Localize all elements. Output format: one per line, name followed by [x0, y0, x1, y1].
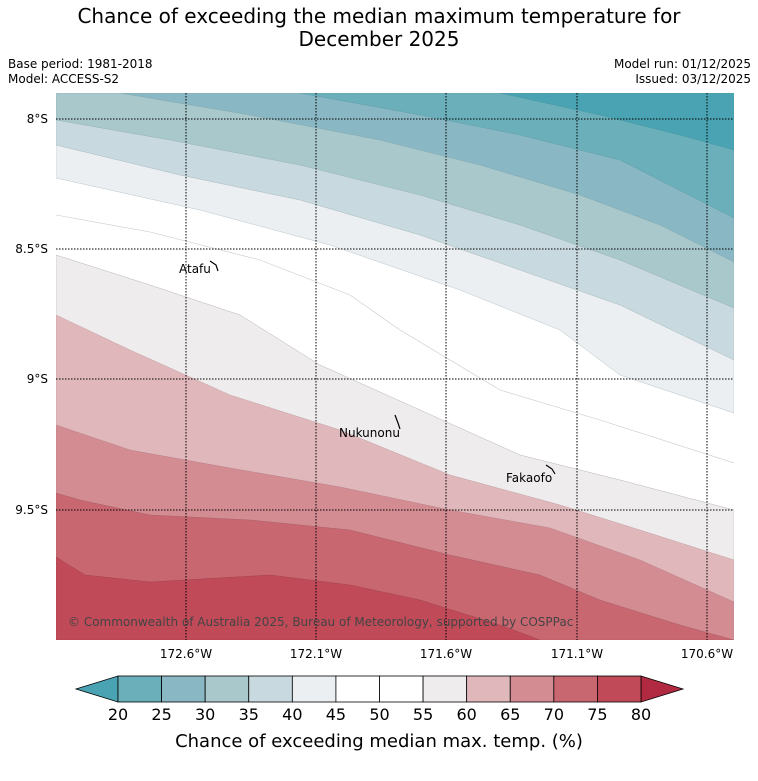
title-line-2: December 2025	[298, 27, 460, 51]
lon-label-172-1: 172.1°W	[290, 647, 342, 661]
colorbar-cell	[553, 675, 598, 703]
base-period: Base period: 1981-2018	[8, 57, 153, 71]
colorbar-tick-label: 55	[413, 705, 433, 724]
colorbar-cell	[509, 675, 555, 703]
lon-label-172-6: 172.6°W	[160, 647, 212, 661]
colorbar-tick-label: 80	[631, 705, 651, 724]
lon-label-171-1: 171.1°W	[551, 647, 603, 661]
colorbar-tick-label: 70	[544, 705, 564, 724]
lat-label-9: 9°S	[27, 372, 48, 386]
lat-label-8: 8°S	[27, 112, 48, 126]
place-nukunonu: Nukunonu	[339, 426, 400, 440]
contour-line-50	[56, 214, 734, 464]
colorbar-cell	[422, 675, 468, 703]
colorbar-tick-label: 25	[151, 705, 171, 724]
map-title: Chance of exceeding the median maximum t…	[0, 5, 758, 51]
colorbar-cell	[466, 675, 511, 703]
copyright-notice: © Commonwealth of Australia 2025, Bureau…	[68, 615, 573, 629]
colorbar-cell	[291, 675, 337, 703]
lon-label-171-6: 171.6°W	[420, 647, 472, 661]
colorbar-cell	[379, 675, 424, 703]
colorbar-tick-label: 30	[195, 705, 215, 724]
colorbar-cell	[161, 675, 206, 703]
band-75-80	[56, 556, 541, 640]
colorbar: 20 25 30 35 40 45 50 55 60 65 70 75 80 Chance of exc…	[74, 675, 685, 752]
band-20-25	[299, 93, 734, 219]
colorbar-extend-high	[640, 675, 685, 703]
colorbar-cell	[117, 675, 162, 703]
colorbar-cell	[335, 675, 380, 703]
lon-label-170-6: 170.6°W	[681, 647, 733, 661]
colorbar-tick-label: 65	[500, 705, 520, 724]
fakaofo-atoll-icon	[545, 464, 556, 475]
contour-bands	[56, 93, 734, 640]
atafu-atoll-icon	[209, 260, 219, 272]
colorbar-cell	[248, 675, 293, 703]
place-fakaofo: Fakaofo	[506, 471, 552, 485]
graticule	[56, 93, 734, 640]
colorbar-extend-low	[74, 675, 119, 703]
title-line-1: Chance of exceeding the median maximum t…	[77, 4, 681, 28]
colorbar-tick-label: 75	[587, 705, 607, 724]
colorbar-cell	[204, 675, 250, 703]
model-name: Model: ACCESS-S2	[8, 72, 120, 86]
lat-label-8-5: 8.5°S	[15, 242, 48, 256]
colorbar-title: Chance of exceeding median max. temp. (%…	[175, 731, 583, 752]
colorbar-tick-label: 45	[326, 705, 346, 724]
colorbar-cell	[597, 675, 642, 703]
nukunonu-atoll-icon	[394, 414, 401, 430]
colorbar-tick-label: 20	[108, 705, 128, 724]
colorbar-tick-label: 60	[456, 705, 476, 724]
lat-label-9-5: 9.5°S	[15, 503, 48, 517]
colorbar-tick-label: 50	[369, 705, 389, 724]
meta-left: Base period: 1981-2018 Model: ACCESS-S2	[8, 57, 153, 87]
colorbar-tick-label: 35	[239, 705, 259, 724]
meta-right: Model run: 01/12/2025 Issued: 03/12/2025	[614, 57, 751, 87]
colorbar-tick-label: 40	[282, 705, 302, 724]
model-run: Model run: 01/12/2025	[613, 57, 751, 71]
issued-date: Issued: 03/12/2025	[635, 72, 751, 86]
place-atafu: Atafu	[179, 262, 211, 276]
